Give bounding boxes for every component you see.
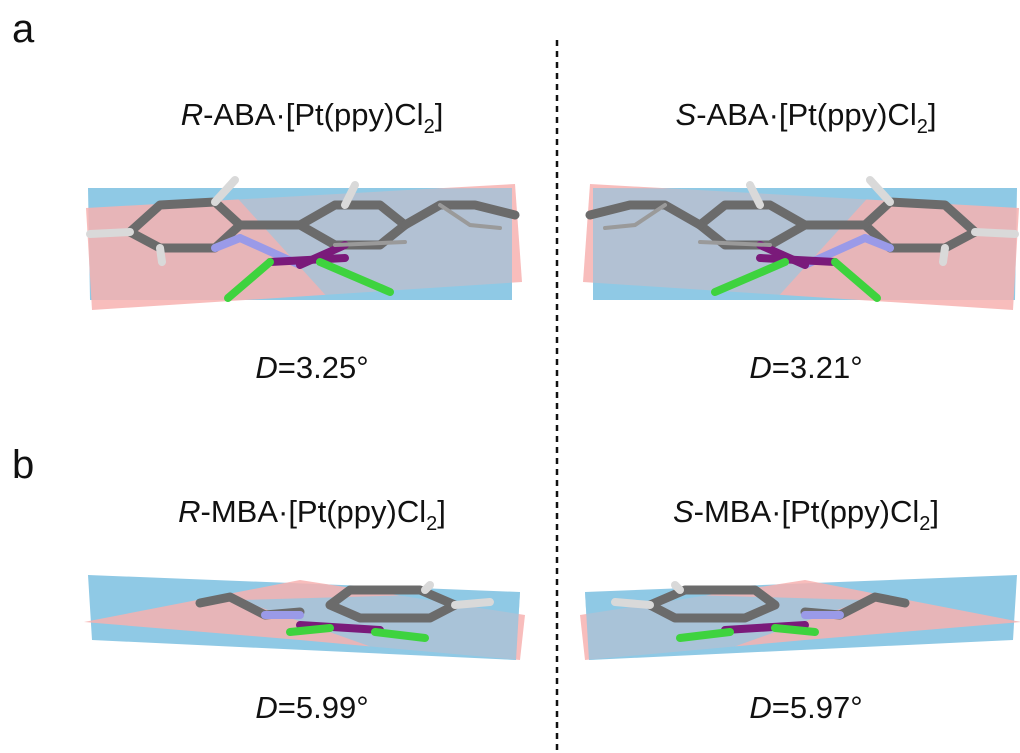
title-italic: S bbox=[673, 494, 694, 529]
structure-title: S-ABA·[Pt(ppy)Cl2] bbox=[676, 97, 937, 138]
title-close: ] bbox=[930, 494, 939, 529]
title-subscript: 2 bbox=[919, 513, 930, 535]
title-subscript: 2 bbox=[426, 513, 437, 535]
title-text: -MBA·[Pt(ppy)Cl bbox=[201, 494, 427, 529]
title-text: -ABA·[Pt(ppy)Cl bbox=[203, 97, 423, 132]
panel-label: b bbox=[12, 443, 34, 487]
structure-title: R-ABA·[Pt(ppy)Cl2] bbox=[181, 97, 444, 138]
dihedral-value: =5.99° bbox=[278, 690, 369, 725]
dihedral-angle: D=5.99° bbox=[255, 690, 368, 725]
title-italic: R bbox=[181, 97, 203, 132]
dihedral-angle: D=3.25° bbox=[255, 350, 368, 385]
molecule-image bbox=[583, 180, 1019, 310]
title-text: -ABA·[Pt(ppy)Cl bbox=[696, 97, 916, 132]
title-subscript: 2 bbox=[917, 116, 928, 138]
dihedral-variable: D bbox=[749, 690, 771, 725]
dihedral-value: =3.25° bbox=[278, 350, 369, 385]
panel-label: a bbox=[12, 7, 35, 51]
molecule-image bbox=[580, 575, 1020, 660]
title-close: ] bbox=[435, 97, 444, 132]
dihedral-variable: D bbox=[255, 350, 277, 385]
title-italic: R bbox=[178, 494, 200, 529]
molecule-image bbox=[84, 575, 525, 660]
dihedral-variable: D bbox=[749, 350, 771, 385]
title-italic: S bbox=[676, 97, 697, 132]
molecule-image bbox=[86, 180, 522, 310]
dihedral-value: =3.21° bbox=[772, 350, 863, 385]
title-text: -MBA·[Pt(ppy)Cl bbox=[694, 494, 920, 529]
dihedral-value: =5.97° bbox=[772, 690, 863, 725]
title-close: ] bbox=[437, 494, 446, 529]
title-subscript: 2 bbox=[424, 116, 435, 138]
dihedral-angle: D=5.97° bbox=[749, 690, 862, 725]
dihedral-angle: D=3.21° bbox=[749, 350, 862, 385]
structure-title: S-MBA·[Pt(ppy)Cl2] bbox=[673, 494, 939, 535]
dihedral-variable: D bbox=[255, 690, 277, 725]
structure-title: R-MBA·[Pt(ppy)Cl2] bbox=[178, 494, 446, 535]
figure: aR-ABA·[Pt(ppy)Cl2]D=3.25°S-ABA·[Pt(ppy)… bbox=[0, 0, 1020, 753]
title-close: ] bbox=[928, 97, 937, 132]
